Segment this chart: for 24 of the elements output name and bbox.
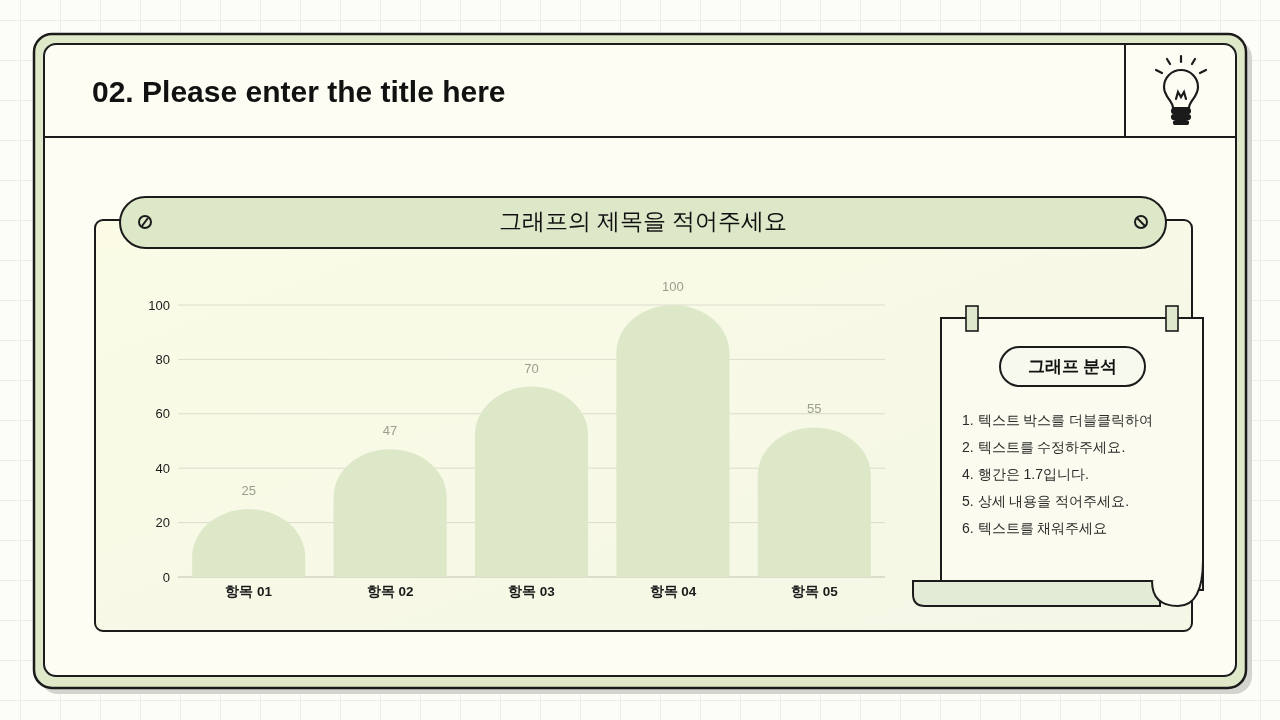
data-label: 25 [241,483,256,498]
data-label: 70 [524,360,539,376]
data-label: 100 [662,279,684,294]
y-tick-label: 80 [155,351,170,367]
x-tick-label: 항목 03 [508,584,556,599]
y-tick-label: 60 [155,406,170,422]
text: 5. 상세 내용을 적어주세요. [962,493,1130,509]
data-label: 47 [382,423,398,439]
text: 2. 텍스트를 수정하주세요. [962,439,1126,455]
y-tick-label: 100 [148,297,170,313]
y-tick-label: 40 [155,460,170,476]
x-tick-label: 항목 01 [225,584,273,599]
x-tick-label: 항목 05 [790,584,839,599]
y-tick-label: 20 [155,515,170,531]
text: 4. 행간은 1.7입니다. [962,466,1089,482]
chart-title: 02. Please enter the title here [92,75,506,108]
chart-subtitle: 그래프의 제목을 적어주세요 [498,208,788,234]
x-tick-label: 항목 04 [649,584,697,599]
y-tick-label: 0 [162,569,170,585]
text: 1. 텍스트 박스를 더블클릭하여 [962,412,1154,428]
text: 6. 텍스트를 채워주세요 [962,520,1108,536]
text: 그래프 분석 [1027,357,1118,376]
x-tick-label: 항목 02 [366,584,414,599]
data-label: 55 [807,401,822,417]
